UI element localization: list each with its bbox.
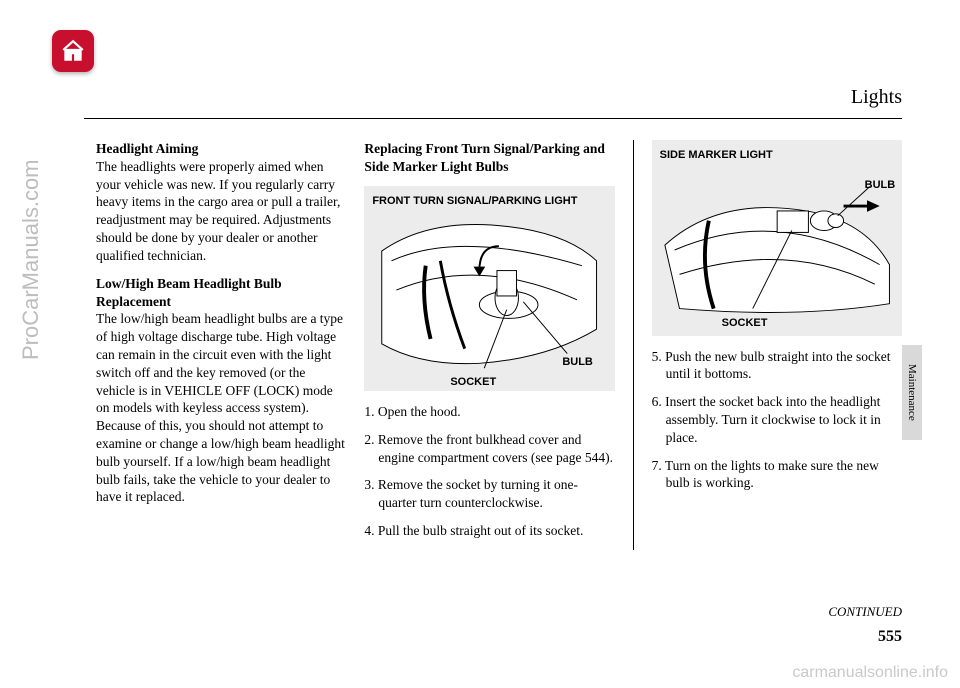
col2-steps: 1. Open the hood. 2. Remove the front bu… bbox=[364, 403, 614, 540]
column-divider bbox=[633, 140, 634, 550]
step-1: 1. Open the hood. bbox=[364, 403, 614, 421]
side-tab-label: Maintenance bbox=[906, 364, 918, 421]
fig2-title: SIDE MARKER LIGHT bbox=[660, 148, 894, 163]
watermark-bottom: carmanualsonline.info bbox=[792, 664, 948, 682]
fig2-label-socket: SOCKET bbox=[722, 316, 768, 331]
content-columns: Headlight Aiming The headlights were pro… bbox=[96, 140, 902, 550]
column-3: SIDE MARKER LIGHT SOCKET BUL bbox=[652, 140, 902, 550]
step-6: 6. Insert the socket back into the headl… bbox=[652, 393, 902, 446]
col1-section-2: Low/High Beam Headlight Bulb Replacement… bbox=[96, 275, 346, 507]
page-title: Lights bbox=[851, 86, 902, 109]
figure-front-turn-signal: FRONT TURN SIGNAL/PARKING LIGHT SOCK bbox=[364, 186, 614, 391]
fig1-label-socket: SOCKET bbox=[450, 375, 496, 390]
col3-steps: 5. Push the new bulb straight into the s… bbox=[652, 348, 902, 493]
col1-heading-2: Low/High Beam Headlight Bulb Replacement bbox=[96, 276, 282, 309]
fig2-svg bbox=[660, 167, 894, 323]
fig2-label-bulb: BULB bbox=[865, 178, 896, 193]
col1-heading-1: Headlight Aiming bbox=[96, 141, 198, 156]
figure-side-marker: SIDE MARKER LIGHT SOCKET BUL bbox=[652, 140, 902, 336]
home-icon[interactable] bbox=[52, 30, 94, 72]
step-2: 2. Remove the front bulkhead cover and e… bbox=[364, 431, 614, 467]
horizontal-rule bbox=[84, 118, 902, 119]
col1-para-2: The low/high beam headlight bulbs are a … bbox=[96, 311, 345, 504]
step-4: 4. Pull the bulb straight out of its soc… bbox=[364, 522, 614, 540]
step-5: 5. Push the new bulb straight into the s… bbox=[652, 348, 902, 384]
col1-para-1: The headlights were properly aimed when … bbox=[96, 159, 340, 263]
step-3: 3. Remove the socket by turning it one-q… bbox=[364, 476, 614, 512]
watermark-left: ProCarManuals.com bbox=[18, 159, 44, 360]
col2-heading: Replacing Front Turn Signal/Parking and … bbox=[364, 140, 614, 176]
column-1: Headlight Aiming The headlights were pro… bbox=[96, 140, 346, 550]
page-number: 555 bbox=[878, 628, 902, 646]
col1-section-1: Headlight Aiming The headlights were pro… bbox=[96, 140, 346, 265]
fig1-title: FRONT TURN SIGNAL/PARKING LIGHT bbox=[372, 194, 606, 209]
fig1-label-bulb: BULB bbox=[562, 355, 593, 370]
column-2: Replacing Front Turn Signal/Parking and … bbox=[364, 140, 614, 550]
step-7: 7. Turn on the lights to make sure the n… bbox=[652, 457, 902, 493]
fig1-svg bbox=[372, 212, 606, 378]
side-tab-maintenance: Maintenance bbox=[902, 345, 922, 440]
continued-label: CONTINUED bbox=[828, 604, 902, 620]
